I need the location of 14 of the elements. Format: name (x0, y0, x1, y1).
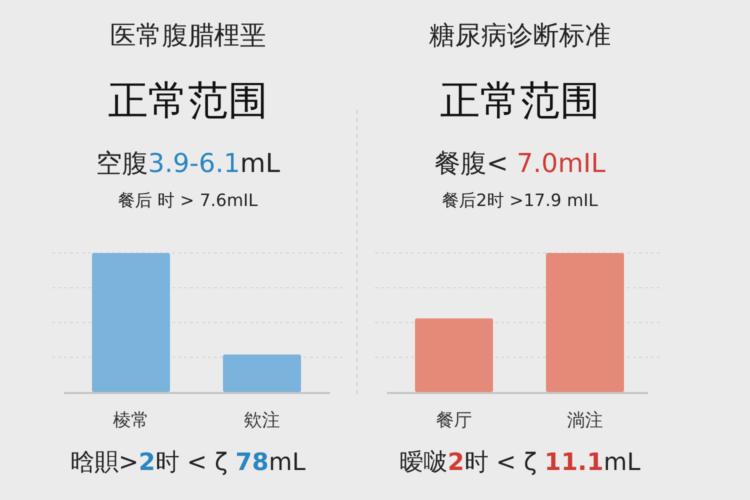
x-tick-label: 淌注 (567, 410, 603, 431)
chart-title: 糖尿病诊断标准 (429, 21, 611, 51)
chart-title: 医常腹腊梩垩 (110, 21, 266, 51)
chart-subtitle: 正常范围 (440, 78, 600, 124)
text: 空腹3.9-6.1mL (96, 149, 280, 179)
x-tick-label: 棱常 (113, 410, 149, 431)
x-tick-label: 餐厅 (436, 410, 472, 431)
text: 晗賏>2时 < ζ 78mL (70, 448, 306, 476)
chart-subtitle: 正常范围 (108, 78, 268, 124)
text: 暧啵2时 < ζ 11.1mL (400, 448, 641, 476)
text: 餐后2时 >17.9 mIL (442, 191, 598, 211)
text: 餐腹< 7.0mIL (434, 149, 606, 179)
text: 餐后 时 > 7.6mIL (118, 191, 258, 211)
x-tick-label: 欸注 (244, 410, 280, 431)
